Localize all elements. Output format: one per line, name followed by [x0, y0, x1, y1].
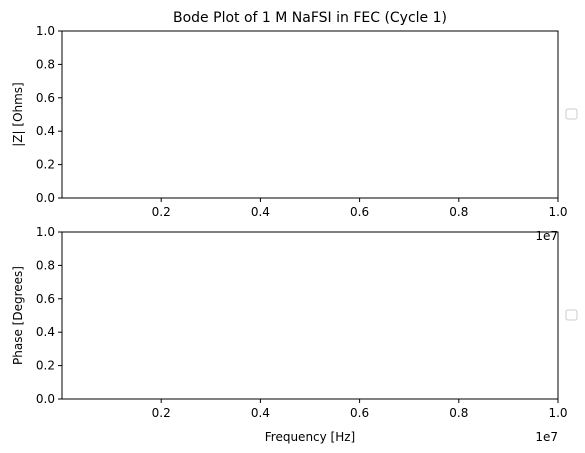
phase-x-tick-label: 0.4: [251, 406, 270, 420]
magnitude-x-offset-label: 1e7: [535, 229, 558, 243]
phase-axis-ticks: 0.2 0.4 0.6 0.8 1.0 0.0 0.2 0.4 0.6 0.8 1.0: [36, 225, 568, 420]
phase-x-offset-label: 1e7: [535, 430, 558, 444]
magnitude-y-tick-label: 0.2: [36, 158, 55, 172]
phase-y-tick-label: 0.8: [36, 258, 55, 272]
phase-x-tick-label: 0.6: [350, 406, 369, 420]
magnitude-x-tick-label: 0.4: [251, 205, 270, 219]
magnitude-x-tick-label: 0.6: [350, 205, 369, 219]
magnitude-y-tick-label: 0.8: [36, 57, 55, 71]
magnitude-y-tick-label: 0.0: [36, 191, 55, 205]
magnitude-plot-area: [61, 30, 559, 199]
phase-y-tick-label: 0.2: [36, 359, 55, 373]
bode-magnitude-plot: Bode Plot of 1 M NaFSI in FEC (Cycle 1) …: [11, 10, 578, 243]
phase-plot-area: [61, 231, 559, 400]
phase-x-tick-label: 0.8: [449, 406, 468, 420]
magnitude-axis-ticks: 0.2 0.4 0.6 0.8 1.0 0.0 0.2 0.4 0.6 0.8 1.0: [36, 24, 568, 219]
phase-y-axis-label: Phase [Degrees]: [11, 266, 25, 365]
magnitude-y-axis-label: |Z| [Ohms]: [11, 82, 25, 146]
phase-legend-box: [565, 309, 578, 321]
phase-x-axis-label: Frequency [Hz]: [265, 430, 356, 444]
magnitude-y-tick-label: 1.0: [36, 24, 55, 38]
phase-y-tick-label: 0.0: [36, 392, 55, 406]
phase-x-tick-label: 1.0: [548, 406, 567, 420]
magnitude-y-tick-label: 0.4: [36, 124, 55, 138]
chart-title: Bode Plot of 1 M NaFSI in FEC (Cycle 1): [173, 10, 447, 26]
phase-y-tick-label: 0.6: [36, 292, 55, 306]
phase-x-tick-label: 0.2: [152, 406, 171, 420]
magnitude-x-tick-label: 0.8: [449, 205, 468, 219]
phase-y-tick-label: 0.4: [36, 325, 55, 339]
magnitude-x-tick-label: 1.0: [548, 205, 567, 219]
phase-y-tick-label: 1.0: [36, 225, 55, 239]
magnitude-x-tick-label: 0.2: [152, 205, 171, 219]
bode-phase-plot: 0.2 0.4 0.6 0.8 1.0 0.0 0.2 0.4 0.6 0.8 1.0 Phase …: [11, 225, 578, 444]
magnitude-legend-box: [565, 108, 578, 120]
magnitude-y-tick-label: 0.6: [36, 91, 55, 105]
